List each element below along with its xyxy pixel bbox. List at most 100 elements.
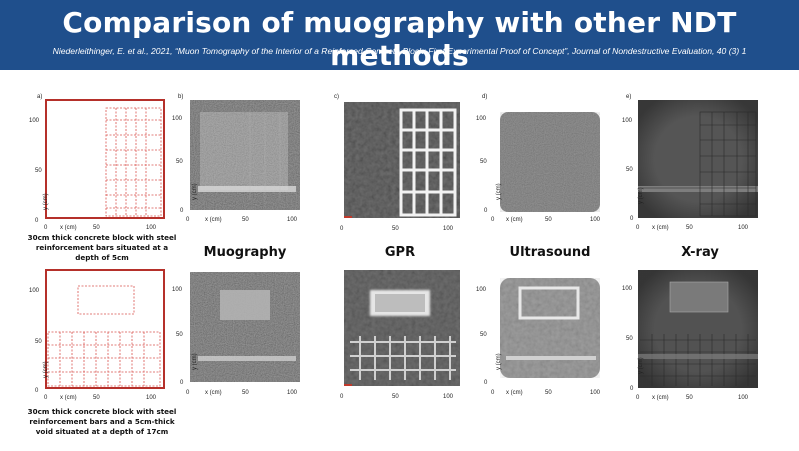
svg-text:x (cm): x (cm) (506, 217, 523, 223)
rebar-grid-bottom (47, 331, 161, 387)
panel-a-top: a) 0 50 100 y (cm) 0 x (cm) 50 100 (29, 94, 165, 231)
method-label-gpr: GPR (385, 245, 415, 260)
svg-text:50: 50 (392, 226, 399, 232)
svg-text:100: 100 (476, 287, 487, 293)
svg-text:0: 0 (340, 226, 344, 232)
svg-text:100: 100 (590, 390, 601, 396)
svg-text:x (cm): x (cm) (205, 390, 222, 396)
panel-letter-c: c) (334, 94, 339, 100)
svg-text:100: 100 (590, 217, 601, 223)
svg-text:x (cm): x (cm) (652, 395, 669, 401)
svg-text:50: 50 (626, 167, 633, 173)
svg-text:50: 50 (242, 390, 249, 396)
svg-text:100: 100 (738, 225, 749, 231)
slide-title: Comparison of muography with other NDT m… (62, 6, 737, 72)
svg-text:depth of 5cm: depth of 5cm (75, 253, 129, 262)
svg-text:0: 0 (186, 217, 190, 223)
x-axis-label: x (cm) (60, 225, 77, 231)
svg-text:50: 50 (392, 394, 399, 400)
method-label-ultrasound: Ultrasound (510, 245, 591, 260)
svg-text:0: 0 (491, 217, 495, 223)
svg-text:100: 100 (443, 226, 454, 232)
panel-letter-e: e) (626, 94, 631, 100)
svg-text:100: 100 (29, 288, 40, 294)
svg-text:y (cm): y (cm) (496, 183, 502, 200)
svg-text:0: 0 (636, 395, 640, 401)
svg-text:100: 100 (622, 286, 633, 292)
svg-text:100: 100 (172, 116, 183, 122)
svg-text:100: 100 (146, 395, 157, 401)
panel-b-bottom: 0 50 100 y (cm) 0 x (cm) 50 100 (172, 272, 300, 396)
gpr-rebar-reflections (399, 108, 457, 217)
svg-text:0: 0 (491, 390, 495, 396)
svg-text:y (cm): y (cm) (43, 361, 49, 378)
svg-text:x (cm): x (cm) (506, 390, 523, 396)
x-tick-50: 50 (93, 225, 100, 231)
svg-text:30cm thick concrete block with: 30cm thick concrete block with steel (28, 233, 177, 242)
svg-text:50: 50 (626, 336, 633, 342)
svg-text:0: 0 (180, 380, 184, 386)
svg-text:y (cm): y (cm) (638, 357, 644, 374)
svg-text:100: 100 (172, 287, 183, 293)
svg-text:y (cm): y (cm) (638, 187, 644, 204)
y-tick-0: 0 (35, 218, 39, 224)
title-banner: Comparison of muography with other NDT m… (0, 0, 799, 72)
svg-text:0: 0 (180, 208, 184, 214)
svg-text:50: 50 (35, 339, 42, 345)
svg-text:0: 0 (630, 386, 634, 392)
citation-text: Niederleithinger, E. et al., 2021, “Muon… (52, 46, 747, 56)
panel-a-bottom: 0 50 100 y (cm) 0 x (cm) 50 100 (29, 269, 165, 401)
svg-text:y (cm): y (cm) (496, 353, 502, 370)
svg-text:reinforcement bars and a 5cm-t: reinforcement bars and a 5cm-thick (29, 417, 174, 426)
svg-text:50: 50 (176, 159, 183, 165)
svg-text:y (cm): y (cm) (192, 353, 198, 370)
svg-text:0: 0 (636, 225, 640, 231)
xray-rebar-lines-bottom (640, 334, 756, 386)
block-outline (45, 99, 165, 219)
method-label-xray: X-ray (681, 245, 719, 260)
svg-text:x (cm): x (cm) (60, 395, 77, 401)
svg-text:0: 0 (44, 395, 48, 401)
gpr-rebar-reflections-bottom (350, 336, 456, 380)
method-label-muography: Muography (204, 245, 287, 260)
svg-text:50: 50 (480, 159, 487, 165)
svg-text:50: 50 (545, 217, 552, 223)
svg-text:30cm thick concrete block with: 30cm thick concrete block with steel (28, 407, 177, 416)
rebar-grid (105, 107, 162, 217)
y-tick-100: 100 (29, 118, 40, 124)
svg-text:50: 50 (545, 390, 552, 396)
panel-letter-a: a) (37, 94, 42, 100)
panel-d-bottom: 0 50 100 y (cm) 0 x (cm) 50 100 (476, 272, 606, 396)
block-outline-with-void (45, 269, 165, 389)
svg-text:void situated at a depth of 17: void situated at a depth of 17cm (36, 427, 169, 436)
void-outline (77, 285, 135, 315)
svg-text:0: 0 (484, 208, 488, 214)
row1-description: 30cm thick concrete block with steel rei… (28, 233, 177, 262)
svg-text:50: 50 (176, 332, 183, 338)
svg-text:50: 50 (93, 395, 100, 401)
panel-letter-b: b) (178, 94, 183, 100)
svg-text:0: 0 (484, 380, 488, 386)
panel-c-bottom: 0 50 100 (340, 270, 460, 400)
svg-text:x (cm): x (cm) (652, 225, 669, 231)
svg-text:0: 0 (630, 216, 634, 222)
svg-text:y (cm): y (cm) (192, 183, 198, 200)
svg-text:100: 100 (287, 217, 298, 223)
y-tick-50: 50 (35, 168, 42, 174)
panel-e-top: e) 0 50 100 y (cm) 0 x (cm) 50 100 X-ray (622, 94, 758, 260)
svg-text:0: 0 (340, 394, 344, 400)
svg-text:50: 50 (242, 217, 249, 223)
panel-c-top: c) 0 50 100 GPR (334, 94, 460, 260)
svg-text:0: 0 (186, 390, 190, 396)
svg-text:100: 100 (287, 390, 298, 396)
svg-text:x (cm): x (cm) (205, 217, 222, 223)
svg-text:100: 100 (622, 118, 633, 124)
panel-e-bottom: 0 50 100 y (cm) 0 x (cm) 50 100 (622, 270, 758, 401)
svg-text:100: 100 (476, 116, 487, 122)
x-tick-100: 100 (146, 225, 157, 231)
svg-text:100: 100 (738, 395, 749, 401)
row2-description: 30cm thick concrete block with steel rei… (28, 407, 177, 436)
svg-text:100: 100 (443, 394, 454, 400)
svg-text:reinforcement bars situated at: reinforcement bars situated at a (36, 243, 168, 252)
